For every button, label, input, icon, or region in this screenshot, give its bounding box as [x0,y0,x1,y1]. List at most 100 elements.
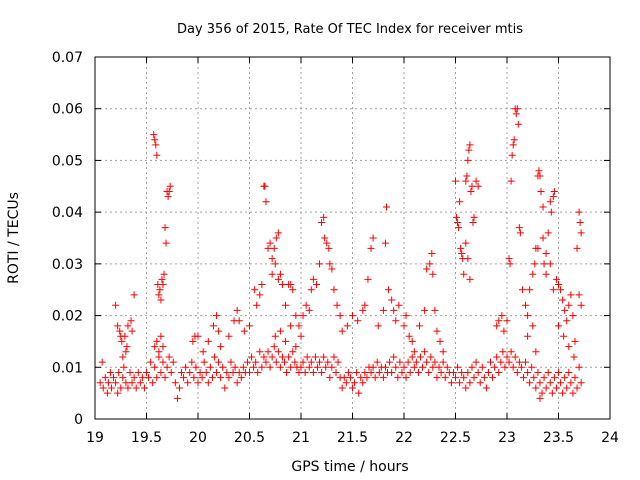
data-point-marker [526,379,534,387]
data-point-marker [412,358,420,366]
data-point-marker [302,301,310,309]
data-point-marker [532,348,540,356]
data-point-marker [120,363,128,371]
data-point-marker [158,275,166,283]
data-point-marker [379,306,387,314]
data-point-marker [364,275,372,283]
data-point-marker [178,368,186,376]
y-tick-label: 0.02 [52,309,83,325]
data-point-marker [320,353,328,361]
data-point-marker [507,177,515,185]
data-point-marker [497,358,505,366]
data-point-marker [429,363,437,371]
data-point-marker [513,105,521,113]
data-point-marker [567,291,575,299]
y-tick-label: 0.07 [52,50,83,66]
data-point-marker [204,379,212,387]
data-point-marker [114,389,122,397]
data-point-marker [151,343,159,351]
data-point-marker [462,384,470,392]
data-point-marker [278,281,286,289]
data-point-marker [540,260,548,268]
data-point-marker [540,374,548,382]
data-point-marker [256,291,264,299]
data-point-marker [235,317,243,325]
data-point-marker [437,368,445,376]
data-point-marker [344,368,352,376]
data-point-marker [454,363,462,371]
data-point-marker [537,187,545,195]
data-point-marker [254,368,262,376]
data-point-marker [330,353,338,361]
data-point-marker [575,291,583,299]
data-point-marker [130,291,138,299]
data-point-marker [173,394,181,402]
data-point-marker [313,363,321,371]
data-point-marker [575,208,583,216]
data-point-marker [563,384,571,392]
data-point-marker [573,384,581,392]
data-point-marker [544,229,552,237]
data-point-marker [570,353,578,361]
data-point-marker [101,374,109,382]
data-point-marker [243,358,251,366]
data-point-marker [457,244,465,252]
data-point-marker [493,353,501,361]
data-point-marker [548,389,556,397]
data-point-marker [342,379,350,387]
data-point-marker [271,260,279,268]
data-point-marker [536,379,544,387]
data-point-marker [443,363,451,371]
data-point-marker [374,322,382,330]
data-point-marker [307,358,315,366]
data-point-marker [528,363,536,371]
data-point-marker [165,353,173,361]
data-point-marker [149,379,157,387]
data-point-marker [464,368,472,376]
data-point-marker [215,327,223,335]
data-point-marker [268,270,276,278]
data-point-marker [577,229,585,237]
y-axis-ticks: 0 0.01 0.02 0.03 0.04 0.05 0.06 0.07 [52,50,610,428]
data-point-marker [299,312,307,320]
chart-title: Day 356 of 2015, Rate Of TEC Index for r… [177,22,523,37]
data-point-marker [416,353,424,361]
data-point-marker [454,218,462,226]
data-point-marker [458,368,466,376]
data-point-marker [414,368,422,376]
data-point-marker [152,141,160,149]
data-point-marker [252,358,260,366]
data-point-marker [421,306,429,314]
data-point-marker [575,363,583,371]
data-point-marker [509,141,517,149]
data-point-marker [577,301,585,309]
data-point-marker [522,358,530,366]
data-point-marker [522,301,530,309]
data-point-marker [426,260,434,268]
data-point-marker [159,343,167,351]
data-point-marker [514,120,522,128]
data-point-marker [169,358,177,366]
data-point-marker [272,234,280,242]
data-point-marker [361,368,369,376]
data-point-marker [505,358,513,366]
y-tick-label: 0.05 [52,153,83,169]
x-axis-ticks: 19 19.5 20 20.5 21 21.5 22 22.5 23 23.5 24 [86,57,619,446]
data-point-marker [433,374,441,382]
data-point-marker [264,244,272,252]
data-point-marker [512,110,520,118]
data-point-marker [559,296,567,304]
data-point-marker [325,244,333,252]
data-point-marker [118,337,126,345]
data-point-marker [330,286,338,294]
data-point-marker [338,327,346,335]
data-point-marker [421,348,429,356]
data-point-marker [428,250,436,258]
data-point-marker [478,363,486,371]
data-point-marker [151,136,159,144]
data-point-marker [462,239,470,247]
data-point-marker [107,384,115,392]
data-point-marker [307,286,315,294]
y-tick-label: 0.06 [52,102,83,118]
data-point-marker [369,363,377,371]
